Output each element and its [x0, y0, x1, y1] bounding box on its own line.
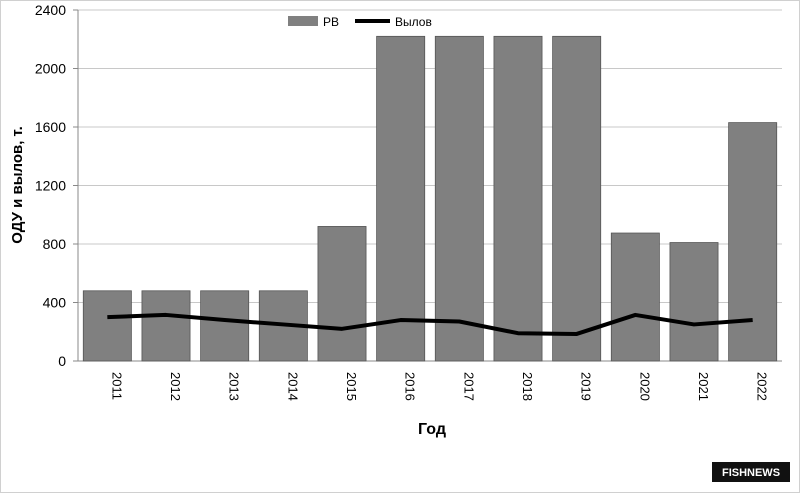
bar — [728, 122, 778, 362]
bar — [317, 226, 367, 362]
bar — [434, 35, 484, 362]
y-tick-label: 1200 — [35, 178, 66, 194]
x-tick-label: 2018 — [520, 372, 535, 401]
x-tick-label: 2017 — [461, 372, 476, 401]
bar — [200, 290, 250, 362]
bar — [141, 290, 191, 362]
y-tick-label: 2400 — [35, 2, 66, 18]
y-tick-label: 1600 — [35, 119, 66, 135]
legend-label: Вылов — [395, 15, 432, 29]
x-tick-label: 2012 — [168, 372, 183, 401]
x-axis-label: Год — [418, 421, 446, 438]
bar — [376, 35, 426, 362]
y-tick-label: 400 — [43, 295, 67, 311]
x-tick-label: 2019 — [579, 372, 594, 401]
y-tick-label: 800 — [43, 236, 67, 252]
y-tick-label: 0 — [58, 353, 66, 369]
logo: FISHNEWS — [722, 467, 780, 479]
legend-swatch — [288, 16, 318, 26]
x-tick-label: 2016 — [403, 372, 418, 401]
line — [107, 312, 753, 336]
x-tick-label: 2015 — [344, 372, 359, 401]
x-tick-label: 2020 — [637, 372, 652, 401]
x-tick-label: 2021 — [696, 372, 711, 401]
x-tick-label: 2014 — [285, 372, 300, 401]
x-tick-label: 2013 — [227, 372, 242, 401]
x-tick-label: 2022 — [755, 372, 770, 401]
y-tick-label: 2000 — [35, 61, 66, 77]
bar — [493, 35, 543, 362]
x-tick-label: 2011 — [109, 372, 124, 400]
logo-box — [712, 462, 790, 482]
y-axis-label: ОДУ и вылов, т. — [9, 126, 26, 244]
bar — [82, 290, 132, 362]
bar — [669, 242, 719, 362]
bar — [610, 232, 660, 362]
bar — [552, 35, 602, 362]
legend-label: РВ — [323, 15, 339, 29]
